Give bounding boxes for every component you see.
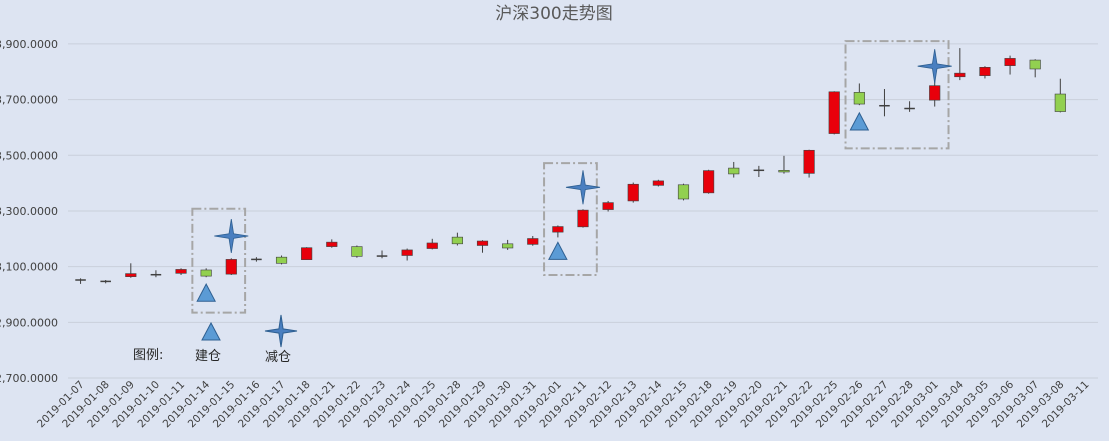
candle-down <box>1029 59 1041 70</box>
y-axis: 2,700.0000 2,900.0000 3,100.0000 3,300.0000… <box>0 38 58 385</box>
chart-title: 沪深300走势图 <box>495 4 612 24</box>
candle-down <box>853 92 865 105</box>
candle-down <box>728 167 740 175</box>
candle-down <box>677 184 690 200</box>
sell-marker <box>565 170 601 205</box>
candle-down <box>451 236 463 245</box>
y-tick-label: 3,900.0000 <box>0 38 58 51</box>
candle-up <box>602 202 614 210</box>
candle-up <box>627 183 639 202</box>
sell-marker <box>214 218 249 254</box>
buy-marker <box>548 241 568 260</box>
grid-layer <box>68 43 1098 379</box>
candle-up <box>401 249 413 256</box>
legend: 图例: 建仓 减仓 <box>133 314 298 365</box>
candles <box>75 48 1066 284</box>
candle-up <box>225 259 237 275</box>
y-tick-label: 2,900.0000 <box>0 316 58 329</box>
candle-down <box>502 243 514 249</box>
candle-up <box>828 91 840 134</box>
candle-up <box>426 242 438 249</box>
candle-up <box>476 240 489 246</box>
candle-up <box>652 180 664 186</box>
candle-up <box>527 238 539 245</box>
y-tick-label: 2,700.0000 <box>0 372 58 385</box>
candle-up <box>175 269 187 274</box>
candle-up <box>301 247 313 260</box>
candle-down <box>275 256 288 264</box>
buy-triangle-icon <box>201 321 221 341</box>
sell-star-icon <box>264 314 298 348</box>
y-tick-label: 3,500.0000 <box>0 149 58 162</box>
candle-up <box>552 226 564 233</box>
candle-up <box>326 241 338 247</box>
highlight-boxes <box>191 40 950 314</box>
candle-down <box>351 246 363 257</box>
candle-up <box>577 209 589 228</box>
y-tick-label: 3,300.0000 <box>0 205 58 218</box>
x-axis: 2019-01-072019-01-082019-01-092019-01-10… <box>35 378 1092 430</box>
candle-down <box>200 269 212 277</box>
buy-marker <box>849 111 870 131</box>
highlight-box <box>844 40 950 150</box>
legend-label: 图例: <box>133 348 163 363</box>
candle-up <box>1004 58 1016 66</box>
candle-up <box>929 85 941 101</box>
legend-sell-label: 减仓 <box>265 350 291 365</box>
candle-up <box>803 149 815 174</box>
candle-up <box>979 67 991 76</box>
highlight-box <box>191 207 247 314</box>
y-tick-label: 3,700.0000 <box>0 94 58 107</box>
sell-marker <box>917 49 952 84</box>
legend-buy-label: 建仓 <box>195 349 221 364</box>
trade-markers <box>196 49 952 302</box>
candle-down <box>1054 93 1066 112</box>
buy-marker <box>196 283 216 302</box>
candle-up <box>703 170 715 194</box>
y-tick-label: 3,100.0000 <box>0 261 58 274</box>
candle-up <box>125 273 137 277</box>
highlight-box <box>543 162 598 276</box>
candle-down <box>778 170 790 173</box>
candle-up <box>954 72 966 78</box>
